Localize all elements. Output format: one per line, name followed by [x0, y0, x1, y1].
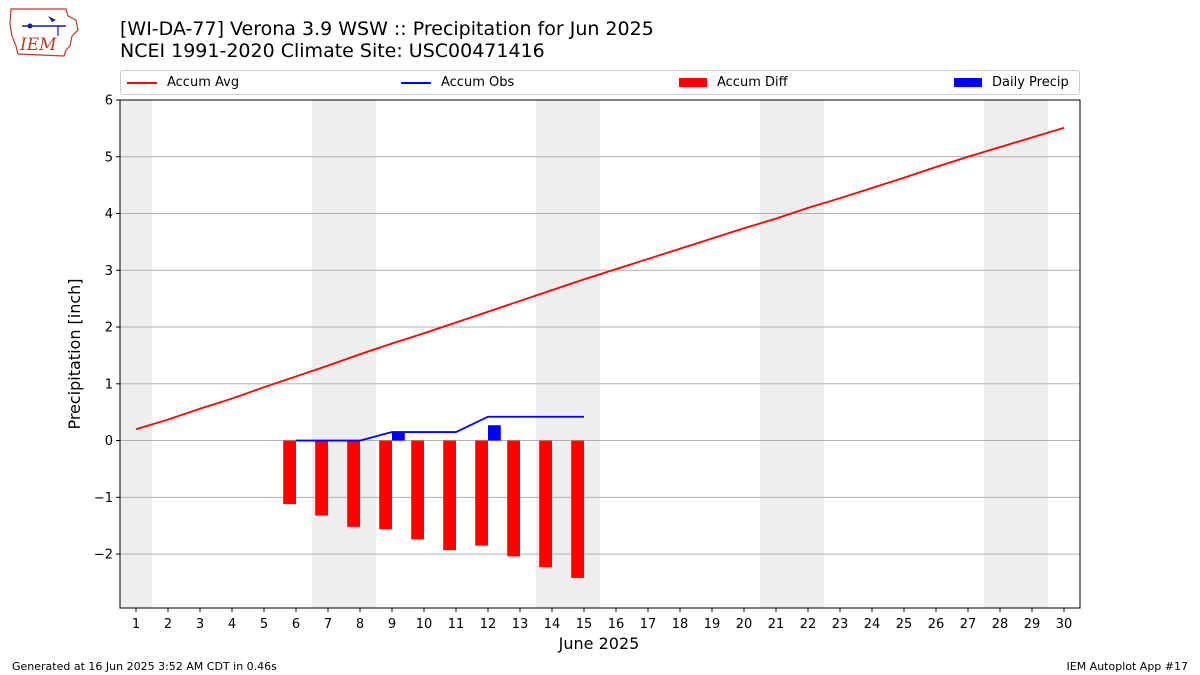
y-tick-label: 3: [105, 264, 113, 279]
bar-marks: [283, 425, 584, 578]
accum-diff-bar: [507, 440, 520, 557]
chart-subtitle: NCEI 1991-2020 Climate Site: USC00471416: [120, 40, 545, 62]
y-tick-label: 4: [105, 207, 113, 222]
y-tick-label: 5: [105, 150, 113, 165]
x-tick-label: 3: [196, 617, 204, 632]
accum-diff-bar: [571, 440, 584, 578]
x-axis-label: June 2025: [558, 634, 640, 653]
legend-label-accum-obs: Accum Obs: [441, 75, 515, 90]
accum-diff-bar: [347, 440, 360, 527]
x-tick-label: 28: [992, 617, 1009, 632]
plot-frame: [119, 99, 1081, 609]
footer-app: IEM Autoplot App #17: [1066, 660, 1189, 673]
x-tick-label: 24: [864, 617, 881, 632]
x-axis: 1 2 3 4 5 6 7 8 9 10 11 12 13 14 15 16 17 18 19 20 21 22 23 24 2…: [132, 608, 1072, 632]
weekend-band: [120, 100, 152, 608]
x-tick-label: 6: [292, 617, 300, 632]
x-tick-label: 20: [736, 617, 753, 632]
legend-item-accum-obs: Accum Obs: [401, 71, 514, 94]
legend-swatch-accum-avg: [127, 81, 157, 84]
weekend-band: [312, 100, 376, 608]
x-tick-label: 18: [672, 617, 689, 632]
x-tick-label: 22: [800, 617, 817, 632]
x-tick-label: 14: [544, 617, 561, 632]
y-tick-label: −1: [94, 491, 113, 506]
x-tick-label: 2: [164, 617, 172, 632]
x-tick-label: 19: [704, 617, 721, 632]
iowa-map-icon: IEM: [9, 8, 79, 57]
x-tick-label: 11: [448, 617, 465, 632]
y-tick-label: −2: [94, 548, 113, 563]
daily-precip-bar: [392, 432, 405, 441]
x-tick-label: 13: [512, 617, 529, 632]
grid-lines: [120, 99, 1080, 555]
weekend-band: [760, 100, 824, 608]
footer-generated: Generated at 16 Jun 2025 3:52 AM CDT in …: [12, 660, 277, 673]
legend-swatch-daily-precip: [954, 78, 982, 87]
x-tick-label: 23: [832, 617, 849, 632]
x-tick-label: 1: [132, 617, 140, 632]
legend-item-daily-precip: Daily Precip: [954, 71, 1069, 94]
x-tick-label: 27: [960, 617, 977, 632]
daily-precip-bar: [488, 425, 501, 441]
x-tick-label: 15: [576, 617, 593, 632]
legend-item-accum-avg: Accum Avg: [127, 71, 239, 94]
x-tick-label: 9: [388, 617, 396, 632]
x-tick-label: 21: [768, 617, 785, 632]
x-tick-label: 17: [640, 617, 657, 632]
accum-avg-line: [135, 126, 1065, 431]
y-tick-label: 2: [105, 321, 113, 336]
accum-obs-line: [296, 415, 584, 442]
accum-diff-bar: [539, 440, 552, 568]
weekend-bands: [120, 100, 1048, 608]
x-tick-label: 16: [608, 617, 625, 632]
iem-logo: IEM: [8, 6, 80, 58]
accum-diff-bar: [379, 440, 392, 530]
accum-diff-bar: [475, 440, 488, 546]
legend-swatch-accum-obs: [401, 81, 431, 84]
x-tick-label: 10: [416, 617, 433, 632]
x-tick-label: 8: [356, 617, 364, 632]
chart-title: [WI-DA-77] Verona 3.9 WSW :: Precipitati…: [120, 18, 654, 40]
legend: Accum Avg Accum Obs Accum Diff Daily Pre…: [120, 70, 1080, 95]
y-tick-label: 0: [105, 434, 113, 449]
y-tick-label: 6: [105, 94, 113, 109]
x-tick-label: 4: [228, 617, 236, 632]
accum-diff-bar: [411, 440, 424, 540]
logo-text: IEM: [19, 35, 57, 55]
accum-diff-bar: [443, 440, 456, 551]
accum-diff-bar: [315, 440, 328, 516]
x-tick-label: 26: [928, 617, 945, 632]
legend-item-accum-diff: Accum Diff: [679, 71, 788, 94]
accum-diff-bar: [283, 440, 296, 505]
x-tick-label: 12: [480, 617, 497, 632]
x-tick-label: 30: [1056, 617, 1073, 632]
x-tick-label: 7: [324, 617, 332, 632]
y-tick-label: 1: [105, 377, 113, 392]
x-tick-label: 5: [260, 617, 268, 632]
x-tick-label: 29: [1024, 617, 1041, 632]
legend-label-accum-avg: Accum Avg: [167, 75, 240, 90]
legend-swatch-accum-diff: [679, 78, 707, 87]
y-axis-label: Precipitation [inch]: [65, 278, 84, 429]
weekend-band: [984, 100, 1048, 608]
legend-label-daily-precip: Daily Precip: [992, 75, 1069, 90]
y-axis: 6 5 4 3 2 1 0 −1 −2: [94, 94, 120, 563]
line-marks: [135, 126, 1065, 442]
legend-label-accum-diff: Accum Diff: [717, 75, 788, 90]
x-tick-label: 25: [896, 617, 913, 632]
